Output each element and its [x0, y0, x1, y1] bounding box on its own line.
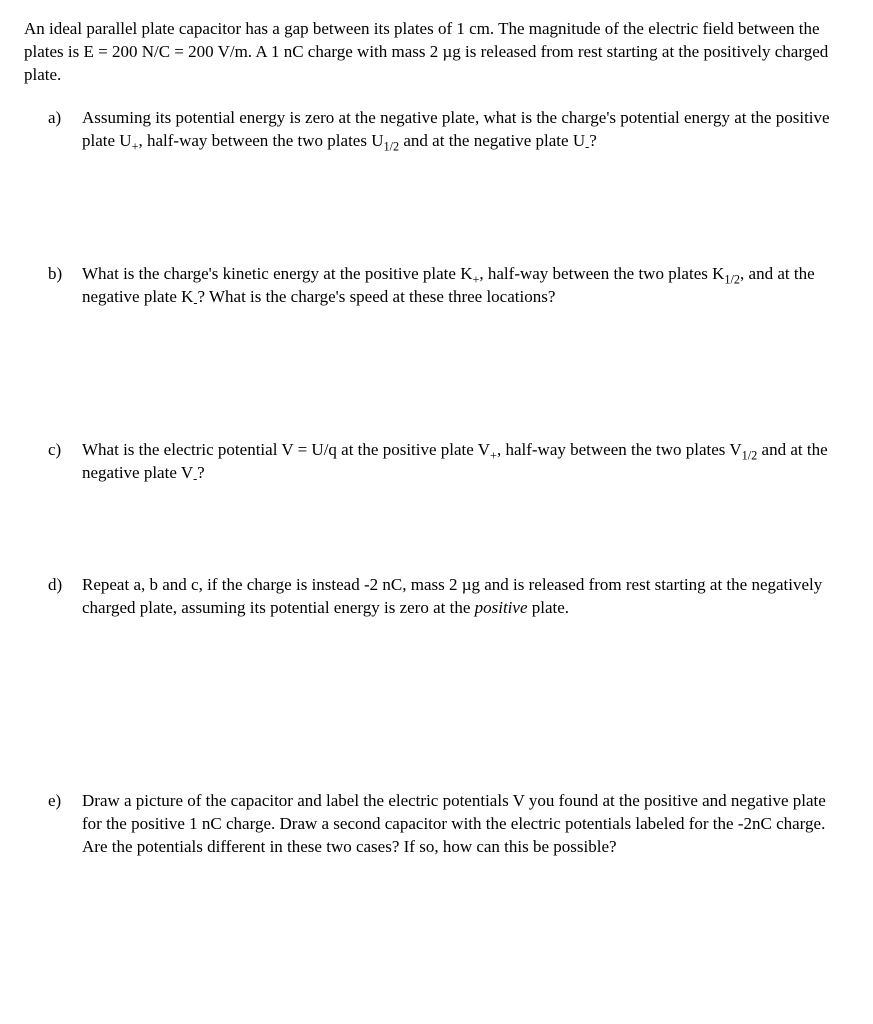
intro-paragraph: An ideal parallel plate capacitor has a … — [24, 18, 849, 87]
problem-a-label: a) — [48, 107, 82, 153]
problem-d: d) Repeat a, b and c, if the charge is i… — [48, 574, 849, 620]
problem-e-text: Draw a picture of the capacitor and labe… — [82, 790, 849, 859]
problem-d-suffix: plate. — [528, 598, 570, 617]
problem-c-text: What is the electric potential V = U/q a… — [82, 439, 849, 485]
problem-c: c) What is the electric potential V = U/… — [48, 439, 849, 485]
problem-d-italic: positive — [475, 598, 528, 617]
problem-b: b) What is the charge's kinetic energy a… — [48, 263, 849, 309]
problem-d-text: Repeat a, b and c, if the charge is inst… — [82, 574, 849, 620]
problem-a-text: Assuming its potential energy is zero at… — [82, 107, 849, 153]
problems-list: a) Assuming its potential energy is zero… — [24, 107, 849, 859]
problem-d-label: d) — [48, 574, 82, 620]
problem-d-prefix: Repeat a, b and c, if the charge is inst… — [82, 575, 822, 617]
problem-e: e) Draw a picture of the capacitor and l… — [48, 790, 849, 859]
problem-b-label: b) — [48, 263, 82, 309]
problem-c-label: c) — [48, 439, 82, 485]
problem-a: a) Assuming its potential energy is zero… — [48, 107, 849, 153]
problem-b-text: What is the charge's kinetic energy at t… — [82, 263, 849, 309]
problem-e-label: e) — [48, 790, 82, 859]
